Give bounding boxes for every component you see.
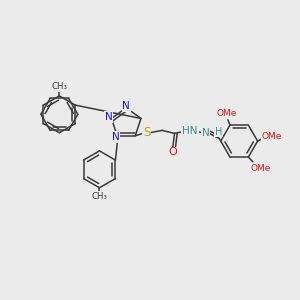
Text: OMe: OMe [250,164,271,173]
Text: CH₃: CH₃ [51,82,67,91]
Text: H: H [214,127,222,136]
Text: N: N [112,132,119,142]
Text: HN: HN [182,126,198,136]
Text: S: S [143,126,150,139]
Text: CH₃: CH₃ [92,192,107,201]
Text: OMe: OMe [262,132,282,141]
Text: N: N [105,112,112,122]
Text: N: N [122,101,130,111]
Text: OMe: OMe [217,109,237,118]
Text: O: O [168,147,177,158]
Text: N: N [202,128,209,138]
